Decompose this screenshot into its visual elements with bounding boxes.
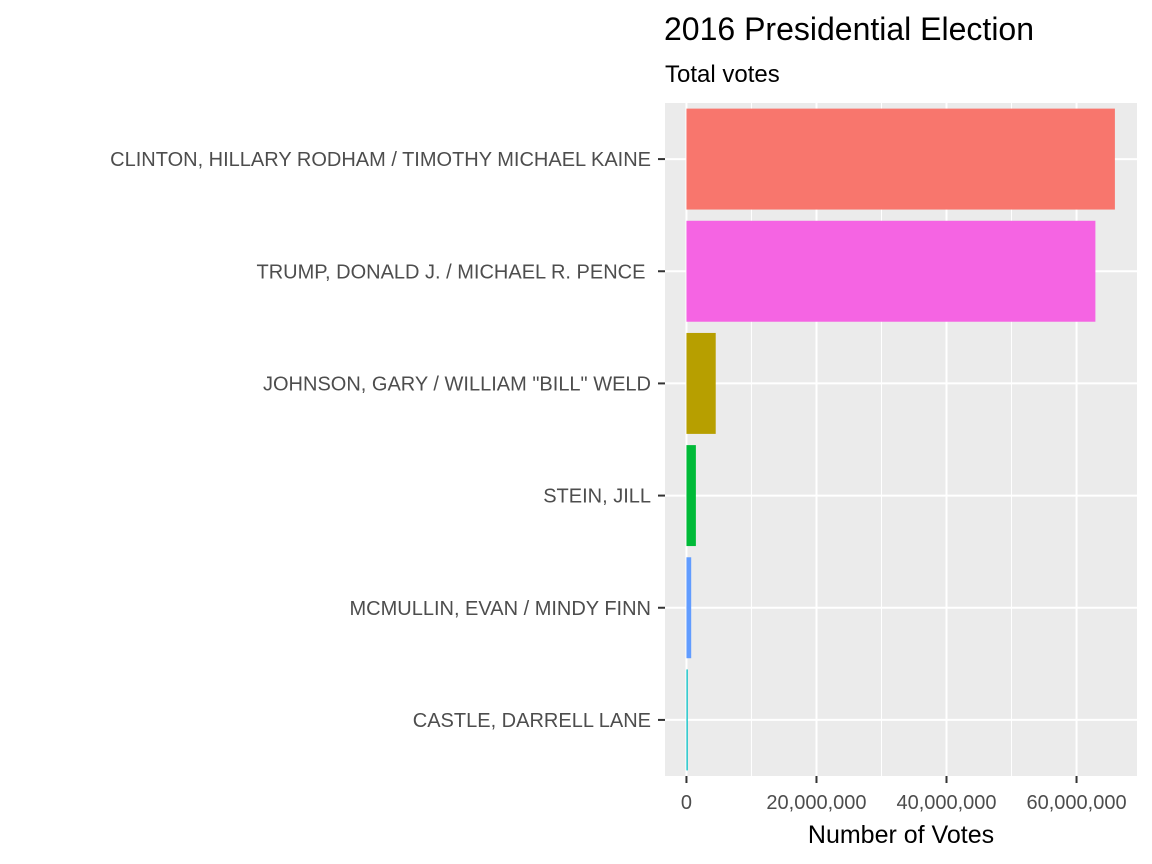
y-axis-labels: CLINTON, HILLARY RODHAM / TIMOTHY MICHAE… — [110, 149, 651, 732]
category-label: MCMULLIN, EVAN / MINDY FINN — [349, 598, 651, 620]
x-tick-label: 20,000,000 — [766, 792, 866, 814]
chart-title: 2016 Presidential Election — [664, 11, 1034, 47]
bar — [686, 220, 1096, 322]
bars-group — [686, 108, 1115, 771]
bar — [686, 669, 688, 771]
bar — [686, 332, 716, 434]
x-axis-labels: 0 20,000,000 40,000,000 60,000,000 — [681, 792, 1127, 814]
x-tick-label: 0 — [681, 792, 692, 814]
category-label: CASTLE, DARRELL LANE — [413, 710, 651, 732]
category-label: STEIN, JILL — [543, 486, 651, 508]
x-axis-title: Number of Votes — [808, 821, 994, 849]
bar — [686, 557, 692, 659]
x-axis-ticks — [685, 776, 1078, 783]
bar — [686, 445, 696, 547]
x-tick-label: 60,000,000 — [1026, 792, 1126, 814]
minor-gridlines — [750, 103, 1013, 776]
category-label: CLINTON, HILLARY RODHAM / TIMOTHY MICHAE… — [110, 149, 651, 171]
plot-panel — [665, 103, 1137, 776]
bar — [686, 108, 1115, 210]
chart-subtitle: Total votes — [665, 61, 780, 88]
x-tick-label: 40,000,000 — [896, 792, 996, 814]
category-label: JOHNSON, GARY / WILLIAM "BILL" WELD — [263, 373, 651, 395]
y-axis-ticks — [658, 158, 665, 721]
category-label: TRUMP, DONALD J. / MICHAEL R. PENCE — [256, 261, 651, 283]
